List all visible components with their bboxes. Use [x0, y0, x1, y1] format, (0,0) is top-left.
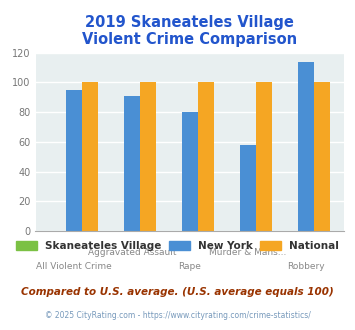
Text: © 2025 CityRating.com - https://www.cityrating.com/crime-statistics/: © 2025 CityRating.com - https://www.city… — [45, 311, 310, 320]
Text: Robbery: Robbery — [287, 262, 325, 271]
Bar — [256, 82, 272, 231]
Bar — [182, 112, 198, 231]
Text: Rape: Rape — [179, 262, 201, 271]
Title: 2019 Skaneateles Village
Violent Crime Comparison: 2019 Skaneateles Village Violent Crime C… — [82, 15, 297, 48]
Text: All Violent Crime: All Violent Crime — [36, 262, 112, 271]
Bar — [314, 82, 330, 231]
Bar — [124, 96, 140, 231]
Legend: Skaneateles Village, New York, National: Skaneateles Village, New York, National — [16, 241, 339, 251]
Bar — [66, 90, 82, 231]
Bar — [298, 62, 314, 231]
Bar — [140, 82, 156, 231]
Bar — [82, 82, 98, 231]
Text: Murder & Mans...: Murder & Mans... — [209, 248, 286, 257]
Bar — [198, 82, 214, 231]
Text: Aggravated Assault: Aggravated Assault — [88, 248, 176, 257]
Text: Compared to U.S. average. (U.S. average equals 100): Compared to U.S. average. (U.S. average … — [21, 287, 334, 297]
Bar — [240, 145, 256, 231]
